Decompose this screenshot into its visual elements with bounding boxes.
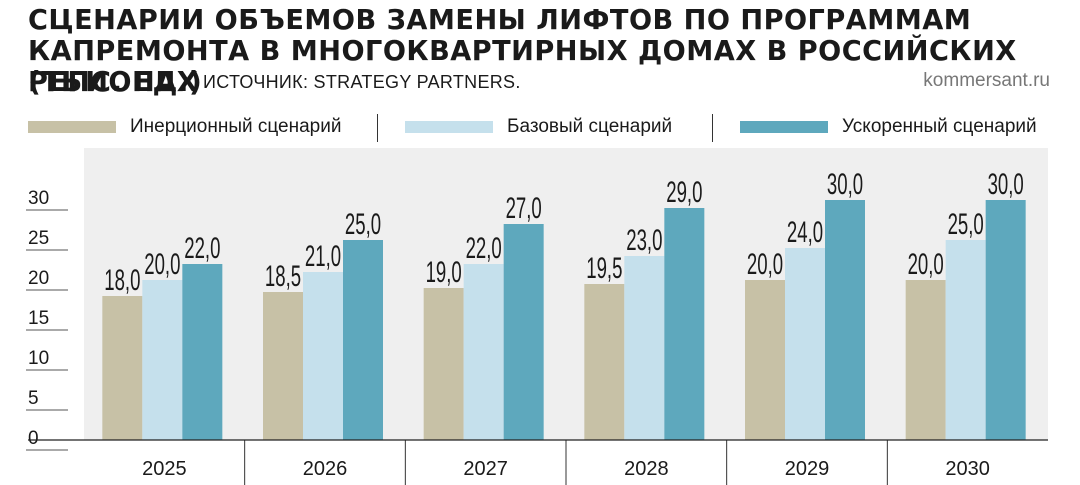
legend: Инерционный сценарий Базовый сценарий Ус… bbox=[0, 110, 1080, 144]
bar-value-label: 24,0 bbox=[787, 216, 823, 250]
y-tick-label: 20 bbox=[28, 268, 49, 289]
bar bbox=[142, 280, 183, 440]
legend-divider bbox=[712, 114, 713, 142]
bar bbox=[905, 280, 946, 440]
bar bbox=[423, 288, 464, 440]
x-tick-label: 2025 bbox=[142, 458, 187, 480]
legend-swatch-inertial bbox=[28, 121, 116, 133]
bar-value-label: 23,0 bbox=[626, 224, 662, 258]
bar-value-label: 20,0 bbox=[747, 248, 783, 282]
legend-swatch-accelerated bbox=[740, 121, 828, 133]
legend-label-inertial: Инерционный сценарий bbox=[130, 116, 342, 137]
x-tick-label: 2027 bbox=[463, 458, 508, 480]
plot-background bbox=[84, 148, 1048, 440]
bar-value-label: 19,0 bbox=[426, 256, 462, 290]
bar bbox=[463, 264, 504, 440]
bar-value-label: 25,0 bbox=[345, 208, 381, 242]
bar bbox=[945, 240, 986, 440]
x-tick-label: 2026 bbox=[303, 458, 348, 480]
bar bbox=[624, 256, 665, 440]
bar-value-label: 27,0 bbox=[506, 192, 542, 226]
bar-value-label: 22,0 bbox=[466, 232, 502, 266]
bar bbox=[825, 200, 865, 440]
x-tick-label: 2028 bbox=[624, 458, 669, 480]
bar-value-label: 21,0 bbox=[305, 240, 341, 274]
legend-item-inertial: Инерционный сценарий bbox=[28, 110, 341, 144]
bar-value-label: 20,0 bbox=[908, 248, 944, 282]
bar-value-label: 30,0 bbox=[827, 168, 863, 202]
y-tick-label: 30 bbox=[28, 188, 49, 209]
legend-swatch-base bbox=[405, 121, 493, 133]
legend-label-base: Базовый сценарий bbox=[507, 116, 673, 137]
bar bbox=[503, 224, 544, 440]
bar-value-label: 22,0 bbox=[184, 232, 220, 266]
y-tick-label: 25 bbox=[28, 228, 49, 249]
y-tick-label: 10 bbox=[28, 348, 49, 369]
bar bbox=[303, 272, 343, 440]
bar bbox=[182, 264, 223, 440]
legend-divider bbox=[377, 114, 378, 142]
bar bbox=[584, 284, 625, 440]
y-tick-label: 15 bbox=[28, 308, 49, 329]
legend-item-base: Базовый сценарий bbox=[405, 110, 672, 144]
x-tick-label: 2030 bbox=[945, 458, 990, 480]
source-note: ИСТОЧНИК: STRATEGY PARTNERS. bbox=[203, 72, 521, 92]
y-tick-label: 5 bbox=[28, 388, 39, 409]
bar-value-label: 19,5 bbox=[586, 252, 622, 286]
bar bbox=[102, 296, 143, 440]
bar-value-label: 18,5 bbox=[265, 260, 301, 294]
bar-value-label: 25,0 bbox=[948, 208, 984, 242]
bar bbox=[263, 292, 303, 440]
site-credit: kommersant.ru bbox=[923, 70, 1050, 91]
bar bbox=[985, 200, 1026, 440]
bar bbox=[785, 248, 825, 440]
bar-value-label: 30,0 bbox=[988, 168, 1024, 202]
y-tick-label: 0 bbox=[28, 428, 39, 449]
title-line-1: СЦЕНАРИИ ОБЪЕМОВ ЗАМЕНЫ ЛИФТОВ ПО ПРОГРА… bbox=[28, 3, 972, 36]
title-line-3: (ТЫС. ЕД.) bbox=[28, 65, 203, 98]
x-tick-label: 2029 bbox=[785, 458, 830, 480]
chart-title: СЦЕНАРИИ ОБЪЕМОВ ЗАМЕНЫ ЛИФТОВ ПО ПРОГРА… bbox=[28, 4, 1037, 97]
bar-value-label: 20,0 bbox=[144, 248, 180, 282]
legend-item-accelerated: Ускоренный сценарий bbox=[740, 110, 1037, 144]
bar bbox=[664, 208, 705, 440]
bar bbox=[343, 240, 383, 440]
bar-value-label: 29,0 bbox=[666, 176, 702, 210]
title-line-2: КАПРЕМОНТА В МНОГОКВАРТИРНЫХ ДОМАХ В РОС… bbox=[28, 34, 1017, 98]
legend-label-accelerated: Ускоренный сценарий bbox=[842, 116, 1037, 137]
bar bbox=[745, 280, 785, 440]
bar-value-label: 18,0 bbox=[104, 264, 140, 298]
